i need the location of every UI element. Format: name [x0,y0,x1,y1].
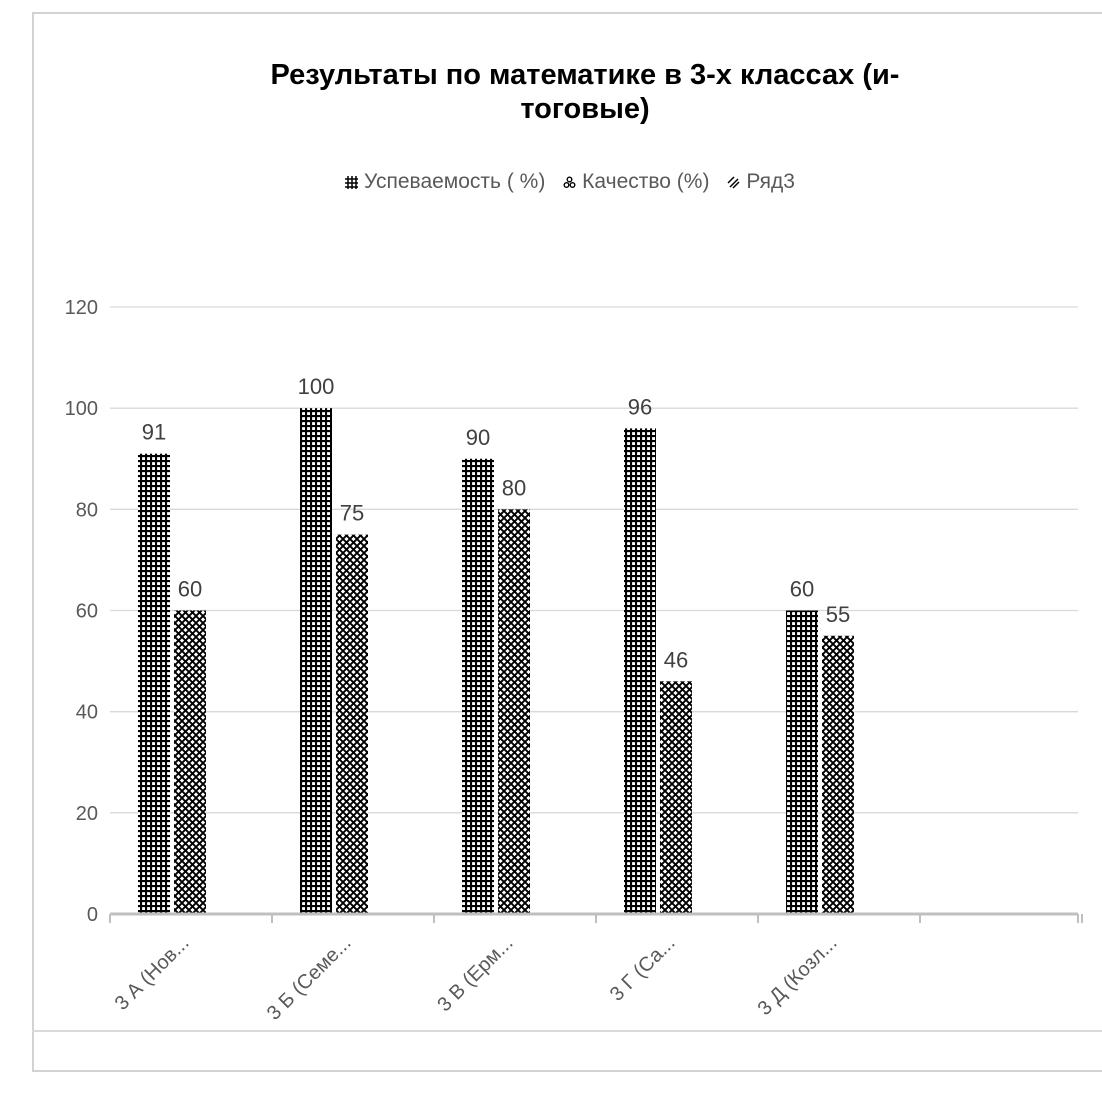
bar-series-1 [138,453,170,914]
bar-series-2 [822,635,854,914]
gridlines [110,306,1078,814]
y-tick-label: 40 [76,702,98,724]
bar-series-2 [174,610,206,914]
bar-series-1 [786,610,818,914]
legend-label-series-2: Качество (%) [582,170,710,193]
y-tick-label: 60 [76,601,98,623]
data-label-series-2: 75 [340,501,364,526]
legend-label-series-3: Ряд3 [746,170,795,193]
bar-series-1 [300,408,332,914]
x-category-label: 3 Д (Козл... [754,932,842,1020]
bar-series-group [138,408,854,914]
y-tick-label: 80 [76,499,98,521]
y-tick-label: 100 [65,398,98,420]
x-category-label: 3 В (Ерм... [433,932,517,1016]
chart-title-line-2: тоговые) [520,93,650,125]
legend-item-series-2: Качество (%) [563,170,709,194]
x-category-label: 3 А (Нов... [111,932,194,1015]
x-category-label: 3 Г (Са... [606,932,680,1006]
y-tick-label: 0 [87,904,98,926]
data-label-series-2: 80 [502,475,526,500]
bar-series-1 [462,458,494,914]
data-label-series-1: 100 [298,374,335,399]
bar-series-1 [624,428,656,914]
bar-series-2 [336,534,368,914]
x-category-label: 3 Б (Семе... [263,932,356,1025]
data-label-series-2: 46 [664,647,688,672]
y-tick-label: 20 [76,803,98,825]
legend-label-series-1: Успеваемость ( %) [364,170,546,193]
chart-legend: Успеваемость ( %) Качество (%) Ряд3 [0,170,1102,194]
legend-swatch-diagonal [727,176,741,189]
legend-swatch-grid [345,176,359,189]
data-label-series-1: 60 [790,577,814,602]
data-label-series-1: 91 [142,420,166,445]
data-label-series-2: 55 [826,602,850,627]
data-label-series-1: 96 [628,394,652,419]
bottom-divider [32,1030,1102,1032]
data-label-series-1: 90 [466,425,490,450]
legend-swatch-crosshatch [563,176,577,189]
data-label-series-2: 60 [178,577,202,602]
legend-item-series-1: Успеваемость ( %) [345,170,545,194]
data-labels-group: 91 60 100 75 90 80 96 46 60 55 [142,374,850,672]
bar-series-2 [660,681,692,914]
chart-title-line-1: Результаты по математике в 3-х классах (… [270,59,900,91]
bar-series-2 [498,509,530,914]
y-tick-label: 120 [65,297,98,319]
legend-item-series-3: Ряд3 [727,170,795,194]
axes: 0 20 40 60 80 100 120 3 А (Нов... 3 Б (Семе... 3 … [65,297,1083,1025]
chart-title: Результаты по математике в 3-х классах (… [150,58,1020,126]
